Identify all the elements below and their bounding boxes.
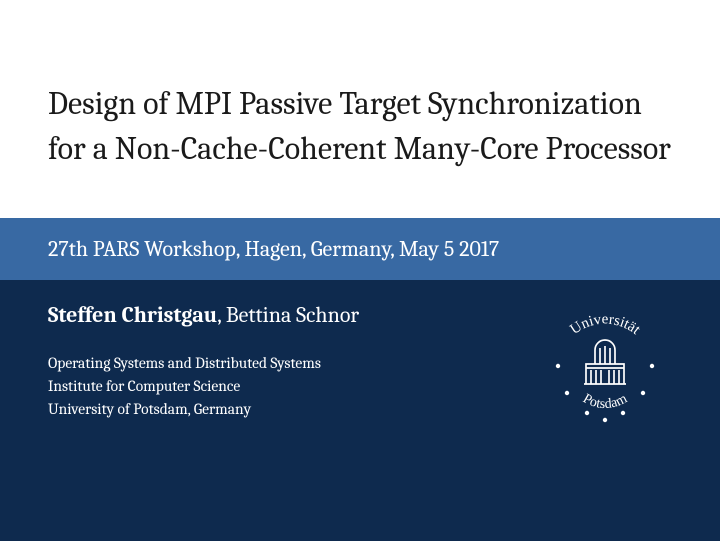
author-rest: , Bettina Schnor: [217, 302, 359, 328]
logo-text-bottom: Potsdam: [580, 391, 630, 412]
title-area: Design of MPI Passive Target Synchroniza…: [0, 0, 720, 218]
logo-text-top: Universität: [567, 311, 643, 338]
subtitle-band: 27th PARS Workshop, Hagen, Germany, May …: [0, 218, 720, 280]
author-main: Steffen Christgau: [48, 302, 217, 328]
slide-title: Design of MPI Passive Target Synchroniza…: [48, 82, 672, 172]
university-logo-icon: Universität: [540, 300, 670, 430]
svg-text:Universität: Universität: [567, 311, 643, 338]
footer-band: Steffen Christgau, Bettina Schnor Operat…: [0, 280, 720, 541]
subtitle-text: 27th PARS Workshop, Hagen, Germany, May …: [48, 236, 499, 262]
svg-text:Potsdam: Potsdam: [580, 391, 630, 412]
slide: Design of MPI Passive Target Synchroniza…: [0, 0, 720, 541]
